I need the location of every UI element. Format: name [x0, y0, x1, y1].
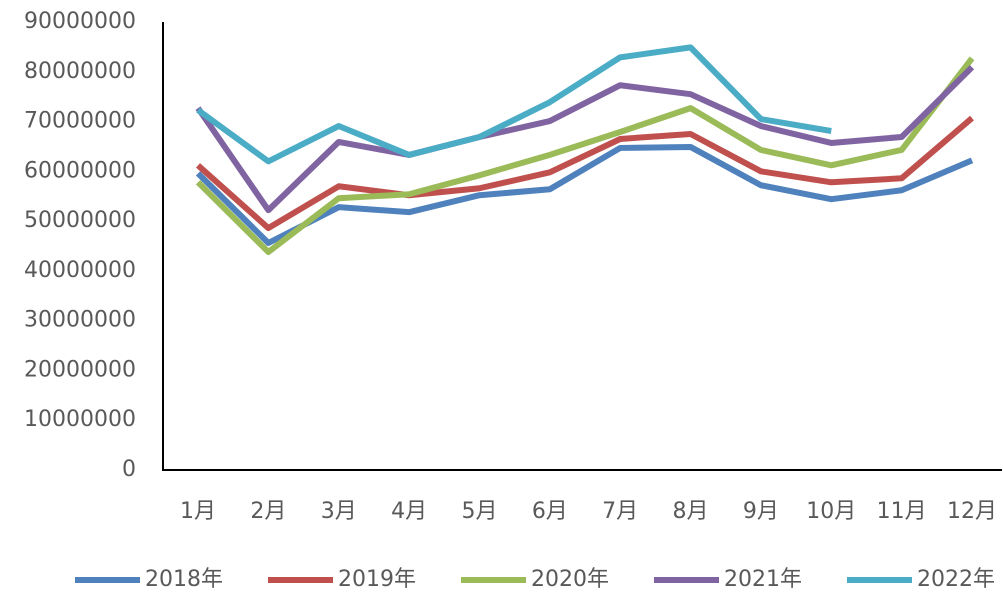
y-tick-label: 80000000 — [24, 59, 136, 84]
x-tick-label: 1月 — [180, 499, 216, 524]
x-tick-label: 2月 — [250, 499, 286, 524]
y-tick-label: 10000000 — [24, 407, 136, 432]
x-tick-label: 5月 — [461, 499, 497, 524]
y-tick-label: 60000000 — [24, 158, 136, 183]
x-tick-label: 8月 — [673, 499, 709, 524]
y-tick-label: 30000000 — [24, 308, 136, 333]
x-tick-label: 6月 — [532, 499, 568, 524]
x-tick-label: 7月 — [602, 499, 638, 524]
series-line — [195, 65, 975, 214]
y-tick-label: 70000000 — [24, 109, 136, 134]
y-tick-label: 20000000 — [24, 357, 136, 382]
legend-label: 2020年 — [531, 567, 609, 592]
x-tick-label: 4月 — [391, 499, 427, 524]
y-tick-label: 40000000 — [24, 258, 136, 283]
series-line — [196, 115, 974, 232]
series-line — [196, 44, 832, 165]
legend-label: 2022年 — [917, 567, 995, 592]
legend-label: 2019年 — [338, 567, 416, 592]
y-tick-label: 90000000 — [24, 9, 136, 34]
y-tick-label: 0 — [122, 457, 136, 482]
x-tick-label: 9月 — [743, 499, 779, 524]
legend-label: 2018年 — [145, 567, 223, 592]
x-tick-label: 12月 — [947, 499, 997, 524]
x-tick-label: 11月 — [877, 499, 927, 524]
series-line — [195, 56, 975, 255]
series-line — [195, 143, 974, 247]
x-tick-label: 10月 — [806, 499, 856, 524]
x-tick-label: 3月 — [321, 499, 357, 524]
y-tick-label: 50000000 — [24, 208, 136, 233]
legend-label: 2021年 — [724, 567, 802, 592]
